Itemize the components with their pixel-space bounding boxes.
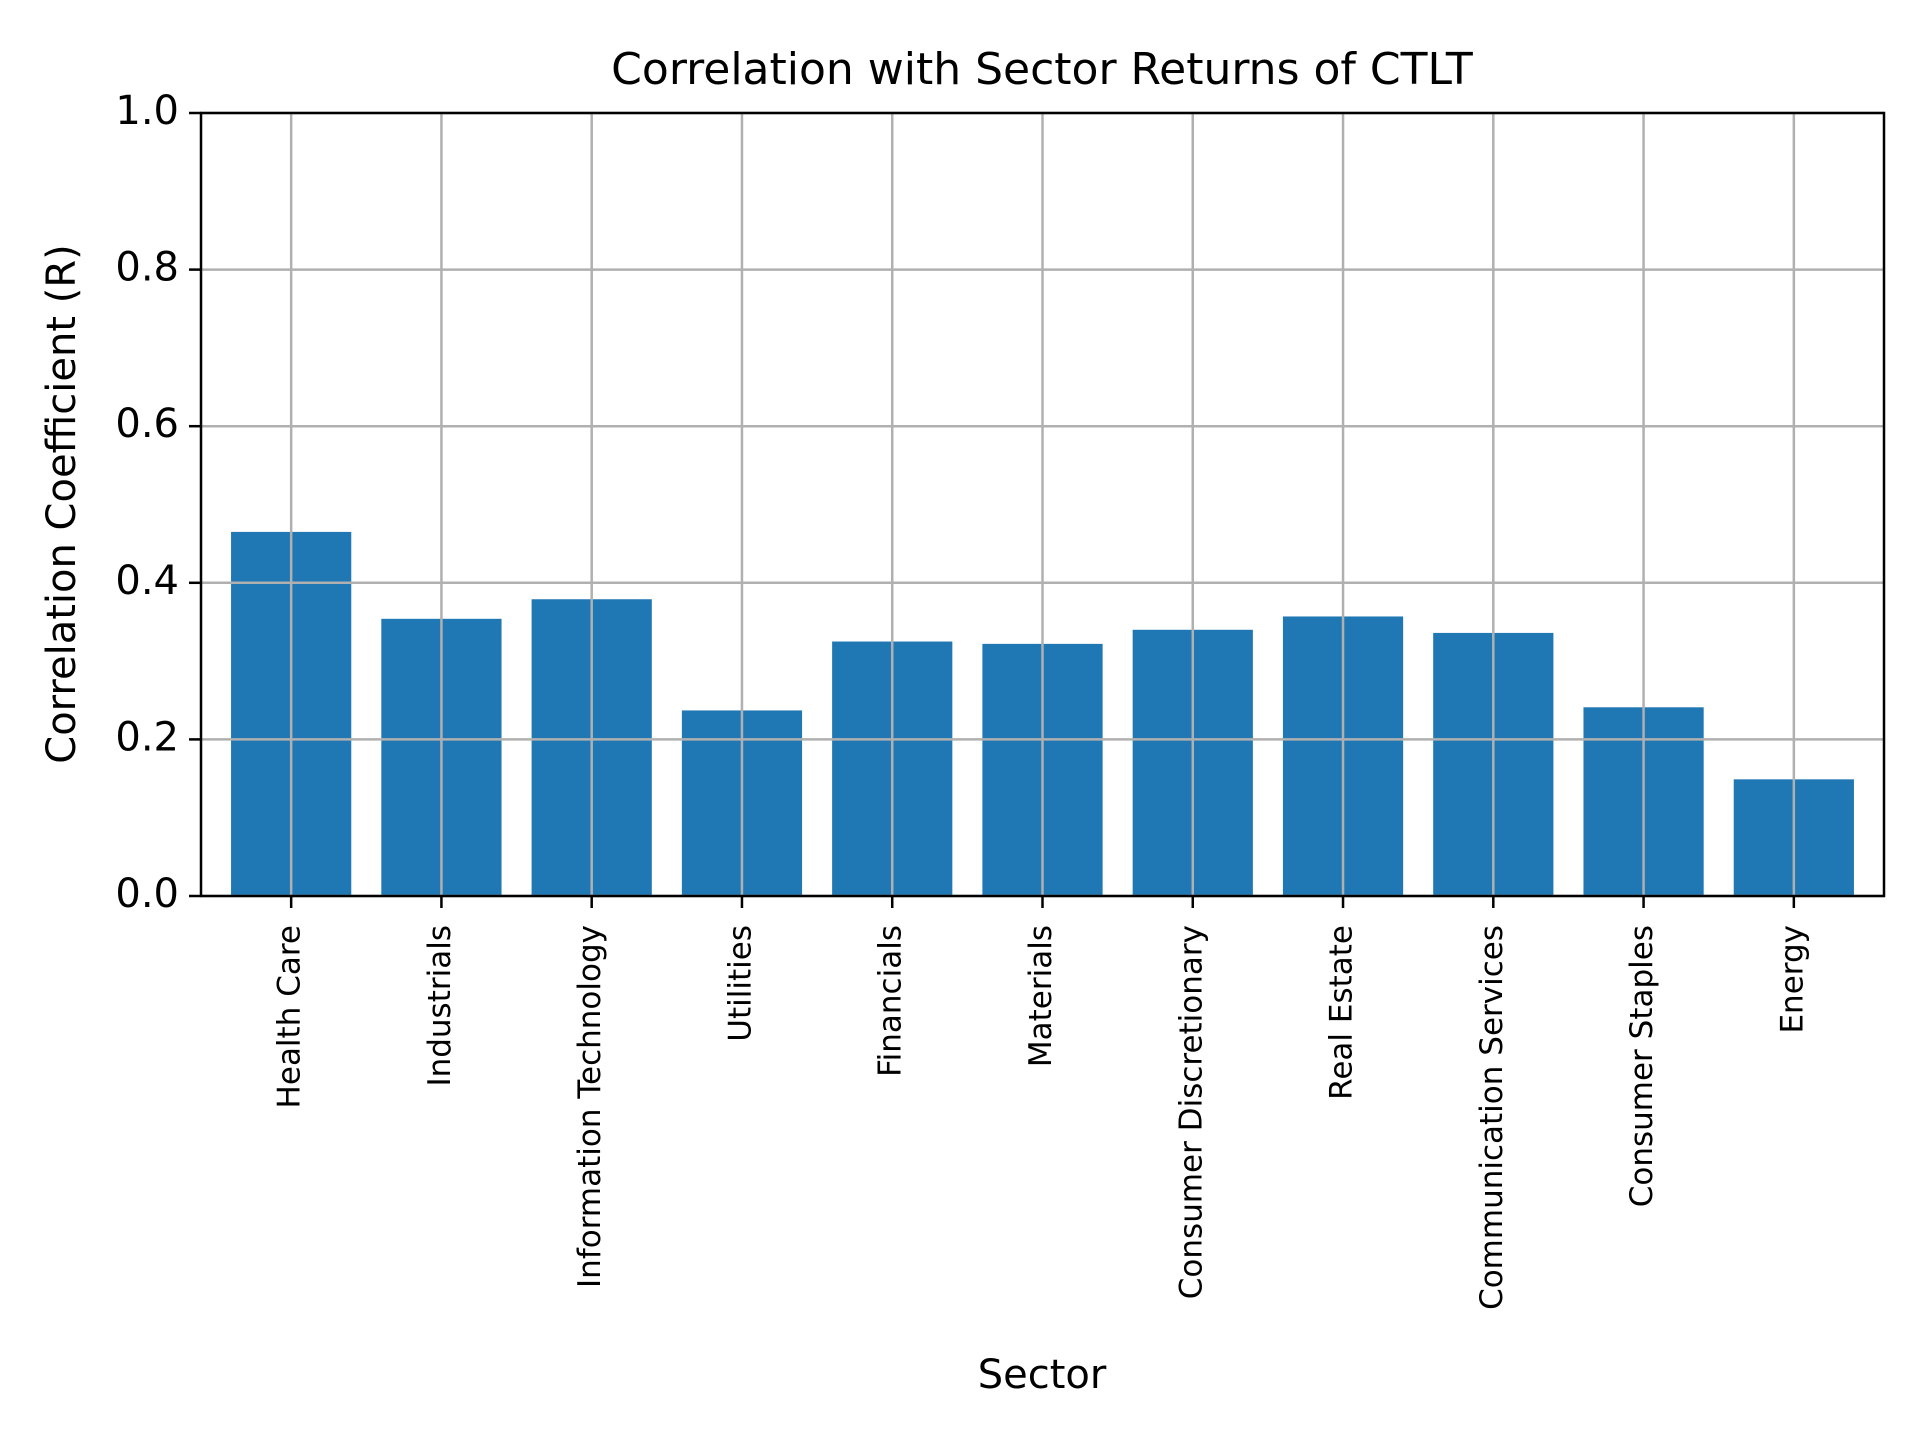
y-tick-label: 0.8 [115,245,179,291]
y-axis-label: Correlation Coefficient (R) [39,244,85,763]
chart-title: Correlation with Sector Returns of CTLT [611,44,1473,95]
y-tick-label: 0.0 [115,871,179,917]
x-tick-label: Consumer Staples [1624,925,1660,1207]
x-tick-label: Health Care [272,925,308,1108]
x-tick-label: Materials [1023,925,1059,1067]
x-tick-label: Consumer Discretionary [1173,925,1209,1299]
y-tick-label: 0.4 [115,558,179,604]
x-tick-label: Financials [873,925,909,1077]
x-tick-label: Communication Services [1474,925,1510,1310]
y-tick-label: 0.2 [115,714,179,760]
y-tick-label: 1.0 [115,88,179,134]
x-tick-label: Information Technology [572,925,608,1288]
x-tick-label: Real Estate [1324,925,1360,1100]
x-tick-label: Energy [1774,925,1810,1034]
x-tick-label: Utilities [722,925,758,1042]
x-axis-label: Sector [978,1352,1107,1398]
y-tick-label: 0.6 [115,401,179,447]
x-tick-label: Industrials [422,925,458,1087]
